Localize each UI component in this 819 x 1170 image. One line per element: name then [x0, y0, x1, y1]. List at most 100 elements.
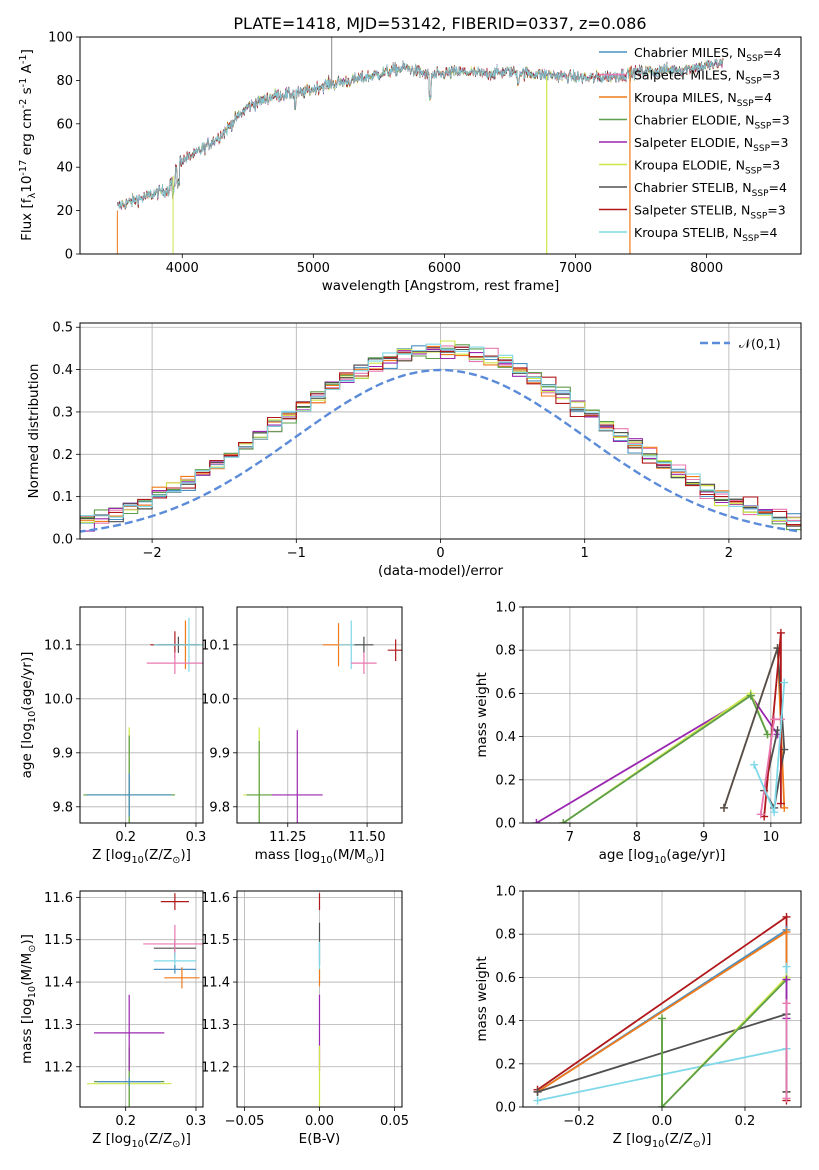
- x-tick-label: 0.2: [115, 830, 136, 845]
- spectrum-frame: [79, 36, 802, 255]
- legend-label: Chabrier ELODIE, NSSP=3: [634, 113, 790, 132]
- x-tick-label: 9: [700, 830, 708, 845]
- x-tick-label: 7: [566, 830, 574, 845]
- weight-marker: [782, 962, 791, 971]
- error-bar-point: [351, 652, 377, 674]
- weight-marker: [750, 760, 759, 769]
- mass-age-frame: [236, 606, 403, 824]
- z-weight-plot: [533, 912, 791, 1107]
- y-tick-label: 1.0: [495, 601, 516, 616]
- z-mass-frame: [79, 890, 204, 1108]
- y-tick-label: 10.1: [44, 638, 73, 653]
- x-tick-label: 1: [581, 546, 589, 561]
- x-tick-label: 8: [633, 830, 641, 845]
- x-tick-label: 0.3: [186, 830, 207, 845]
- weight-marker: [770, 808, 779, 817]
- weight-marker: [763, 730, 772, 739]
- error-bar-point: [387, 639, 402, 661]
- legend-label: Kroupa ELODIE, NSSP=3: [634, 158, 780, 177]
- x-axis-label: E(B-V): [299, 1131, 341, 1147]
- x-axis-label: wavelength [Angstrom, rest frame]: [322, 278, 560, 294]
- legend-label: Salpeter MILES, NSSP=3: [634, 68, 780, 87]
- y-tick-label: 80: [56, 74, 73, 89]
- x-tick-label: 7000: [559, 261, 592, 276]
- legend-label: Chabrier MILES, NSSP=4: [634, 45, 782, 64]
- y-tick-label: 0.4: [495, 730, 516, 745]
- y-tick-label: 9.9: [209, 746, 230, 761]
- x-axis-label: Z [log10(Z/Z⊙)]: [613, 1131, 712, 1150]
- ebv-mass-frame: [236, 890, 403, 1108]
- y-tick-label: 0.1: [52, 490, 73, 505]
- x-tick-label: 0.05: [380, 1114, 409, 1129]
- y-tick-label: 0.2: [495, 1057, 516, 1072]
- y-axis-label: Normed distribution: [26, 364, 42, 499]
- x-tick-label: 5000: [297, 261, 330, 276]
- y-tick-label: 11.5: [201, 933, 230, 948]
- y-tick-label: 10.1: [201, 638, 230, 653]
- error-bar-point: [153, 965, 196, 974]
- spectrum-plot: [116, 37, 724, 254]
- y-tick-label: 11.4: [44, 976, 73, 991]
- error-bar-point: [94, 994, 165, 1071]
- normal-reference-curve: [80, 368, 801, 533]
- z-weight-frame: [522, 890, 802, 1108]
- spectrum-axes: 4000 5000 6000 7000 8000 0 20 40 60 80 100: [48, 31, 723, 277]
- y-tick-label: 0.0: [495, 817, 516, 832]
- y-tick-label: 100: [48, 31, 73, 46]
- y-tick-label: 0.5: [52, 321, 73, 336]
- y-tick-label: 0.2: [52, 448, 73, 463]
- error-bar-point: [271, 730, 323, 823]
- ebv-mass-axes: −0.05 0.00 0.05 11.2 11.3 11.4 11.5 11.6: [201, 891, 409, 1129]
- y-axis-label: mass weight: [474, 672, 490, 757]
- error-bar-point: [160, 893, 189, 911]
- y-tick-label: 9.9: [52, 746, 73, 761]
- x-tick-label: 0.3: [186, 1114, 207, 1129]
- x-tick-label: −0.05: [225, 1114, 265, 1129]
- y-tick-label: 0.6: [495, 687, 516, 702]
- y-tick-label: 9.8: [52, 800, 73, 815]
- y-tick-label: 0.2: [495, 773, 516, 788]
- y-tick-label: 0.0: [52, 533, 73, 548]
- weight-series-line: [661, 978, 788, 1107]
- weight-marker: [776, 799, 785, 808]
- y-tick-label: 9.8: [209, 800, 230, 815]
- y-axis-label: mass [log10(M/M⊙)]: [19, 934, 38, 1064]
- age-weight-frame: [522, 606, 802, 824]
- x-tick-label: −0.2: [563, 1114, 595, 1129]
- weight-marker: [559, 819, 568, 823]
- y-tick-label: 20: [56, 204, 73, 219]
- x-tick-label: 8000: [690, 261, 723, 276]
- error-bar-point: [246, 740, 272, 823]
- x-axis-label: Z [log10(Z/Z⊙)]: [92, 1131, 191, 1150]
- error-bar-point: [164, 967, 200, 989]
- error-bar-point: [146, 652, 203, 674]
- weight-marker: [782, 999, 791, 1008]
- y-axis-label: age [log10(age/yr)]: [19, 652, 38, 779]
- legend-label: Chabrier STELIB, NSSP=4: [634, 180, 787, 199]
- x-tick-label: 4000: [166, 261, 199, 276]
- y-tick-label: 0.4: [52, 363, 73, 378]
- y-tick-label: 10.0: [44, 692, 73, 707]
- weight-marker: [533, 1087, 542, 1096]
- y-tick-label: 11.2: [44, 1060, 73, 1075]
- weight-marker: [782, 912, 791, 921]
- z-age-frame: [79, 606, 204, 824]
- error-bar-point: [354, 636, 374, 653]
- x-tick-label: 0.00: [305, 1114, 334, 1129]
- x-tick-label: 0.0: [652, 1114, 673, 1129]
- z-age-plot: [83, 617, 203, 823]
- weight-marker: [533, 1096, 542, 1105]
- y-tick-label: 10.0: [201, 692, 230, 707]
- y-tick-label: 11.3: [201, 1018, 230, 1033]
- x-axis-label: (data-model)/error: [378, 563, 504, 579]
- error-bar-point: [97, 1077, 161, 1086]
- y-tick-label: 0.3: [52, 405, 73, 420]
- weight-marker: [782, 975, 791, 984]
- error-bar-point: [87, 773, 172, 817]
- x-tick-label: −1: [287, 546, 306, 561]
- x-tick-label: 11.50: [348, 830, 385, 845]
- mass-age-plot: [243, 620, 402, 823]
- x-tick-label: 2: [725, 546, 733, 561]
- weight-marker: [782, 1094, 791, 1103]
